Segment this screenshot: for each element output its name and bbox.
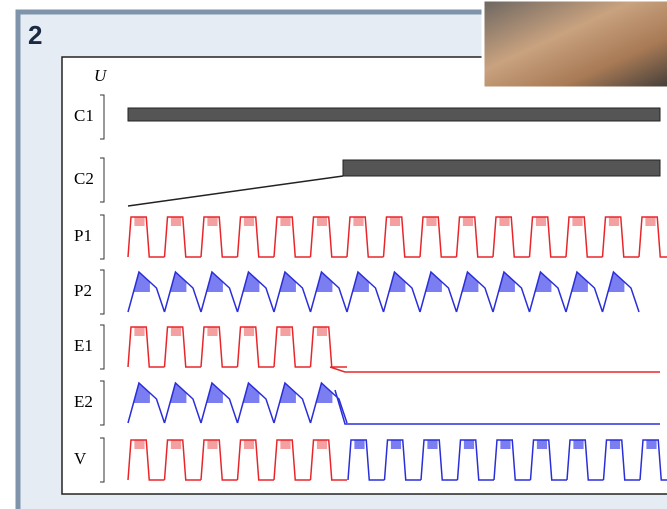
pulse-fill bbox=[280, 217, 290, 226]
figure: 2 U C1 C2 P1 P2 E1 E2 V bbox=[0, 0, 667, 509]
pulse-fill bbox=[390, 217, 400, 226]
pulse-fill bbox=[463, 217, 473, 226]
c1-bar bbox=[128, 108, 660, 121]
pulse-fill bbox=[207, 217, 217, 226]
pulse-fill bbox=[353, 217, 363, 226]
pulse-fill bbox=[207, 440, 217, 449]
pulse-fill bbox=[609, 217, 619, 226]
panel-label: 2 bbox=[28, 20, 42, 50]
row-label: C1 bbox=[74, 106, 94, 125]
pulse-fill bbox=[317, 440, 327, 449]
row-label: E1 bbox=[74, 336, 93, 355]
pulse-fill bbox=[426, 217, 436, 226]
pulse-fill bbox=[499, 217, 509, 226]
pulse-fill bbox=[280, 327, 290, 336]
pulse-fill bbox=[171, 327, 181, 336]
pulse-fill bbox=[171, 217, 181, 226]
row-label: E2 bbox=[74, 392, 93, 411]
pulse-fill bbox=[573, 440, 583, 449]
pulse-fill bbox=[646, 440, 656, 449]
row-label: P2 bbox=[74, 281, 92, 300]
pulse-fill bbox=[244, 440, 254, 449]
photo bbox=[483, 0, 667, 88]
pulse-fill bbox=[645, 217, 655, 226]
pulse-fill bbox=[427, 440, 437, 449]
row-label: C2 bbox=[74, 169, 94, 188]
page: 2 U C1C2P1P2E1E2V (() => { const data = … bbox=[0, 0, 667, 509]
pulse-fill bbox=[500, 440, 510, 449]
pulse-fill bbox=[537, 440, 547, 449]
pulse-fill bbox=[134, 217, 144, 226]
c2-bar bbox=[343, 160, 660, 176]
pulse-fill bbox=[317, 327, 327, 336]
pulse-fill bbox=[572, 217, 582, 226]
row-label: P1 bbox=[74, 226, 92, 245]
pulse-fill bbox=[536, 217, 546, 226]
pulse-fill bbox=[280, 440, 290, 449]
pulse-fill bbox=[464, 440, 474, 449]
pulse-fill bbox=[244, 217, 254, 226]
pulse-fill bbox=[391, 440, 401, 449]
axis-label: U bbox=[94, 66, 108, 85]
pulse-fill bbox=[134, 440, 144, 449]
pulse-fill bbox=[171, 440, 181, 449]
pulse-fill bbox=[317, 217, 327, 226]
pulse-fill bbox=[134, 327, 144, 336]
pulse-fill bbox=[354, 440, 364, 449]
pulse-fill bbox=[610, 440, 620, 449]
row-label: V bbox=[74, 449, 87, 468]
pulse-fill bbox=[207, 327, 217, 336]
pulse-fill bbox=[244, 327, 254, 336]
